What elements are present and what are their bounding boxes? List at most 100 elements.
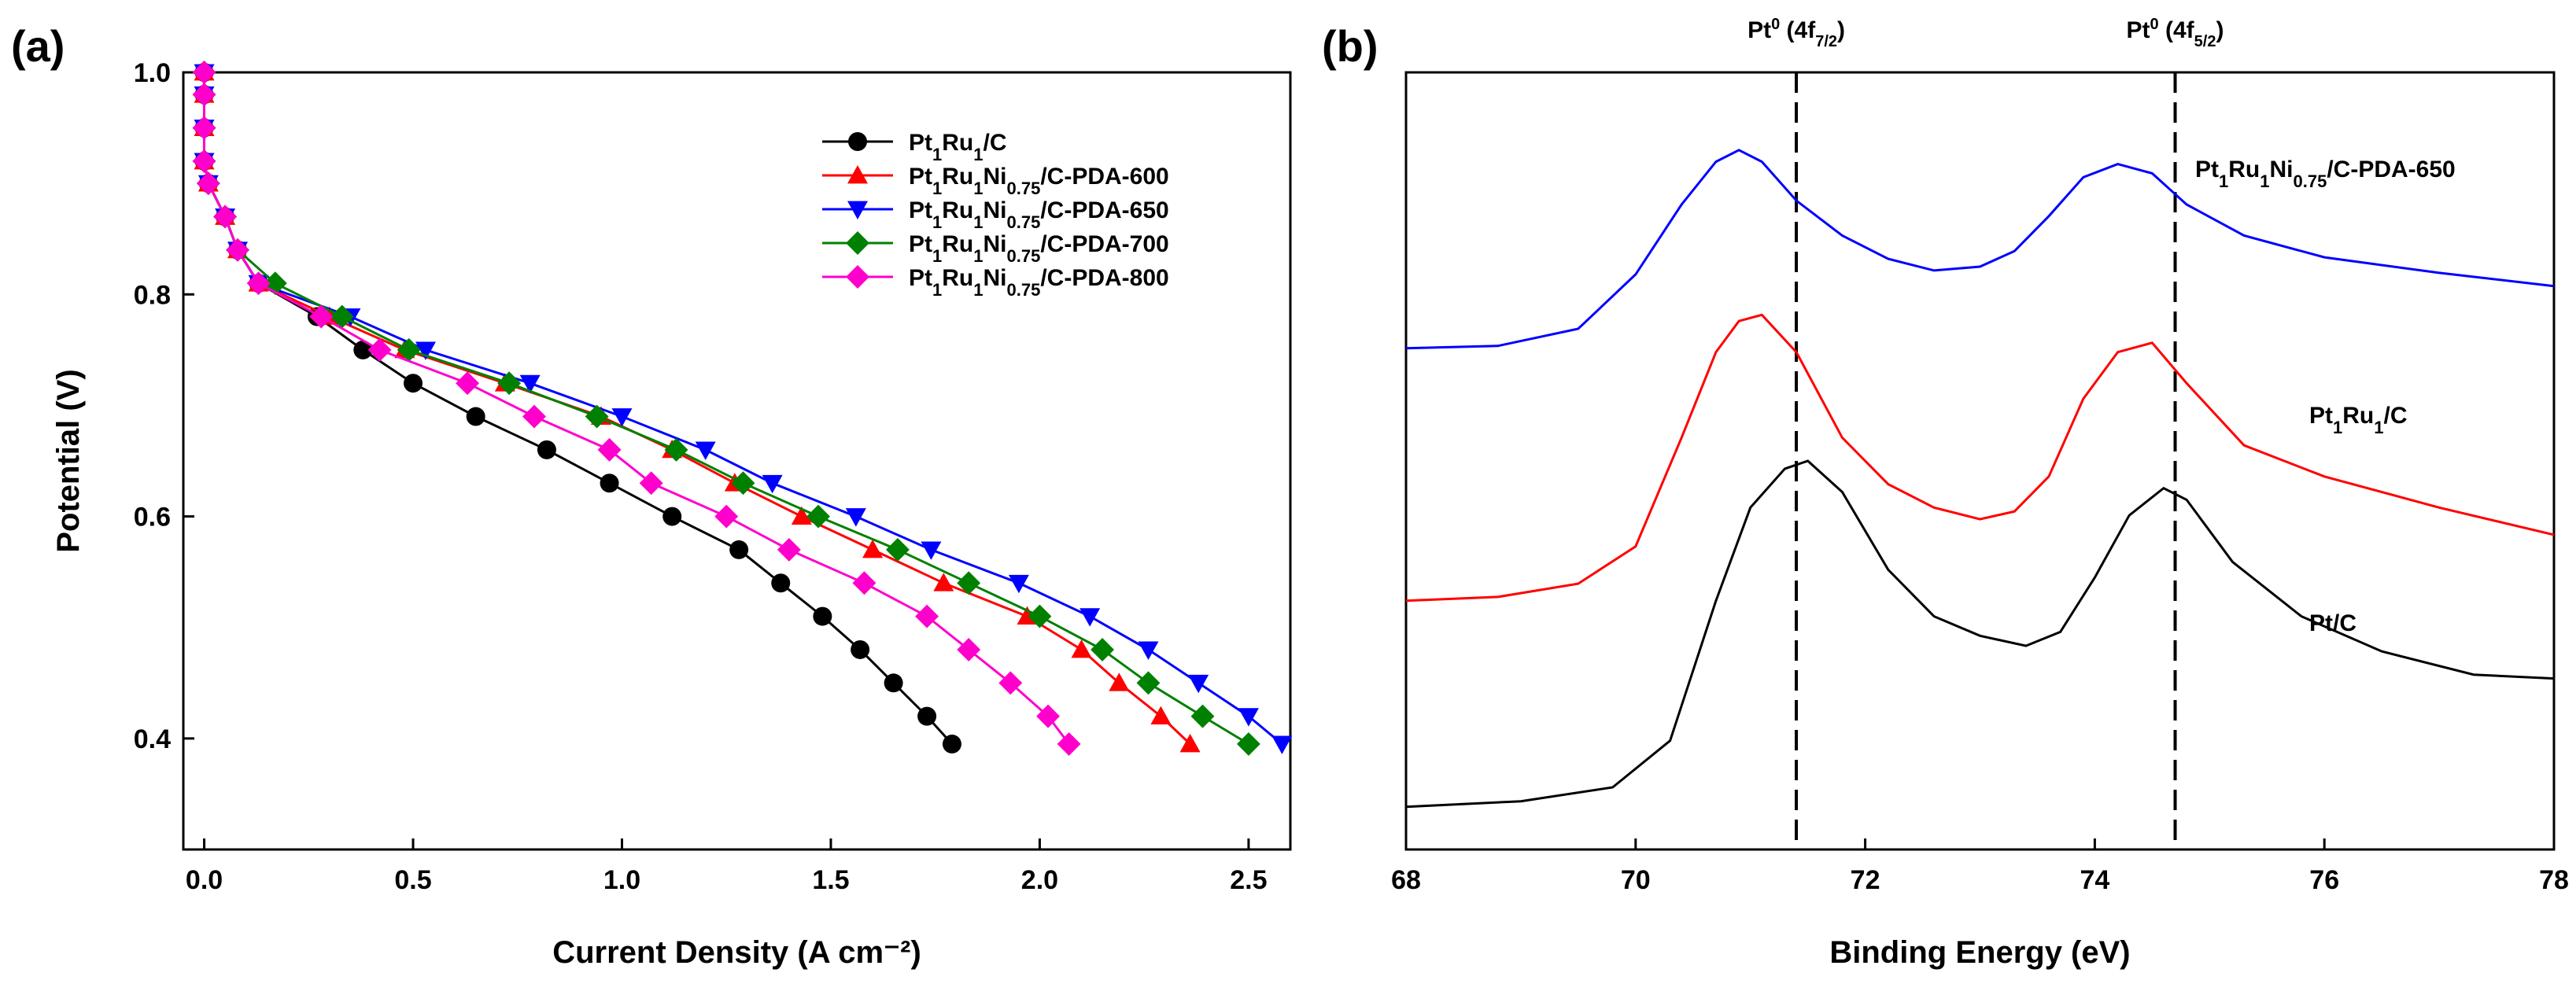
x-tick-label-a: 1.0 bbox=[603, 865, 640, 895]
legend-entry: Pt1Ru1/C bbox=[909, 130, 1007, 164]
data-point-a bbox=[921, 541, 942, 560]
x-axis-label-a: Current Density (A cm⁻²) bbox=[552, 935, 921, 970]
legend-marker bbox=[847, 165, 868, 184]
formula-part: /C bbox=[984, 130, 1007, 156]
x-tick-label-b: 78 bbox=[2539, 865, 2569, 895]
legend-entry: Pt1Ru1Ni0.75/C-PDA-700 bbox=[909, 231, 1169, 266]
spectrum-label: Pt/C bbox=[2309, 610, 2356, 636]
formula-subscript: 0.75 bbox=[1007, 179, 1041, 198]
data-point-a bbox=[226, 238, 249, 262]
formula-subscript: 0.75 bbox=[1007, 280, 1041, 300]
data-point-a bbox=[213, 205, 238, 229]
data-point-a bbox=[1091, 637, 1115, 661]
formula-subscript: 1 bbox=[973, 179, 983, 198]
y-tick-label-a: 0.6 bbox=[134, 503, 171, 533]
data-point-a bbox=[851, 639, 870, 659]
data-point-a bbox=[1238, 708, 1259, 727]
panel-label-a: (a) bbox=[11, 21, 65, 71]
formula-subscript: 1 bbox=[932, 212, 942, 232]
spectrum-line-b-2 bbox=[1405, 459, 2555, 809]
formula-part: Ni bbox=[984, 197, 1007, 223]
plot-frame-a bbox=[182, 71, 1292, 851]
formula-part: Ru bbox=[2228, 157, 2260, 182]
data-point-a bbox=[309, 304, 334, 329]
data-point-a bbox=[353, 340, 373, 359]
label-superscript: 0 bbox=[1771, 16, 1780, 33]
formula-part: Ru bbox=[942, 130, 973, 156]
label-subscript: 5/2 bbox=[2194, 33, 2216, 50]
legend-entry: Pt1Ru1Ni0.75/C-PDA-800 bbox=[909, 265, 1169, 300]
data-point-a bbox=[600, 474, 619, 493]
formula-part: /C-PDA-600 bbox=[1040, 164, 1168, 190]
legend-marker bbox=[847, 201, 868, 219]
data-point-a bbox=[1008, 574, 1029, 594]
x-tick-label-b: 72 bbox=[1851, 865, 1880, 895]
formula-part: Ru bbox=[942, 164, 973, 190]
data-point-a bbox=[1236, 732, 1260, 756]
formula-part: /C bbox=[2333, 610, 2356, 636]
data-point-a bbox=[522, 404, 546, 429]
reference-line-label: Pt0 (4f5/2) bbox=[2127, 16, 2224, 50]
formula-subscript: 1 bbox=[973, 212, 983, 232]
data-point-a bbox=[664, 437, 688, 462]
formula-part: Pt bbox=[2309, 403, 2333, 429]
legend-entry: Pt1Ru1Ni0.75/C-PDA-600 bbox=[909, 164, 1169, 198]
y-tick-label-a: 1.0 bbox=[134, 58, 171, 88]
data-point-a bbox=[639, 471, 663, 496]
formula-subscript: 0.75 bbox=[2294, 171, 2327, 191]
data-point-a bbox=[537, 440, 556, 459]
x-tick-label-a: 2.5 bbox=[1230, 865, 1267, 895]
data-point-a bbox=[1071, 639, 1092, 658]
label-part: ) bbox=[2216, 17, 2224, 43]
formula-subscript: 0.75 bbox=[1007, 246, 1041, 266]
data-point-a bbox=[1271, 735, 1293, 754]
data-point-a bbox=[731, 471, 755, 496]
formula-subscript: 1 bbox=[932, 280, 942, 300]
formula-part: Ni bbox=[984, 164, 1007, 190]
data-point-a bbox=[957, 637, 981, 661]
data-point-a bbox=[196, 171, 220, 196]
data-point-a bbox=[367, 337, 392, 362]
formula-subscript: 1 bbox=[973, 280, 983, 300]
formula-part: Pt bbox=[909, 197, 932, 223]
formula-subscript: 1 bbox=[932, 179, 942, 198]
data-point-a bbox=[1036, 704, 1061, 728]
formula-part: /C-PDA-650 bbox=[2327, 157, 2455, 182]
series-line-a bbox=[203, 72, 1070, 745]
formula-part: Ni bbox=[984, 265, 1007, 291]
formula-part: Pt bbox=[909, 130, 932, 156]
data-point-a bbox=[397, 337, 421, 362]
data-point-a bbox=[192, 116, 216, 140]
data-point-a bbox=[330, 304, 354, 329]
data-point-a bbox=[762, 474, 783, 494]
data-point-a bbox=[957, 571, 981, 595]
data-point-a bbox=[813, 606, 832, 626]
formula-part: Pt bbox=[909, 265, 932, 291]
formula-part: Pt bbox=[909, 164, 932, 190]
data-point-a bbox=[1079, 608, 1101, 627]
x-tick-label-b: 68 bbox=[1391, 865, 1421, 895]
x-tick-label-a: 0.0 bbox=[186, 865, 223, 895]
data-point-a bbox=[497, 371, 522, 396]
data-point-a bbox=[1188, 674, 1209, 694]
data-point-a bbox=[1150, 706, 1172, 725]
legend-a: Pt1Ru1/CPt1Ru1Ni0.75/C-PDA-600Pt1Ru1Ni0.… bbox=[822, 130, 1169, 300]
formula-subscript: 0.75 bbox=[1007, 212, 1041, 232]
formula-part: Ru bbox=[942, 265, 973, 291]
x-tick-label-b: 70 bbox=[1621, 865, 1651, 895]
data-point-a bbox=[942, 734, 961, 754]
formula-subscript: 1 bbox=[973, 246, 983, 266]
data-point-a bbox=[662, 507, 682, 526]
data-point-a bbox=[192, 83, 216, 107]
data-point-a bbox=[845, 508, 866, 527]
series-a-4 bbox=[192, 61, 1081, 756]
label-part: (4f bbox=[2159, 17, 2195, 43]
formula-part: Pt bbox=[2309, 610, 2333, 636]
data-point-a bbox=[915, 604, 939, 628]
data-point-a bbox=[456, 371, 479, 396]
formula-subscript: 1 bbox=[2260, 171, 2269, 191]
data-point-a bbox=[192, 149, 216, 173]
data-point-a bbox=[862, 539, 884, 558]
chart-a-current-density: (a) 0.0 0.5 1.0 1.5 2.0 2.5 0.4 0.6 0.8 1.0 Current… bbox=[11, 21, 1293, 970]
